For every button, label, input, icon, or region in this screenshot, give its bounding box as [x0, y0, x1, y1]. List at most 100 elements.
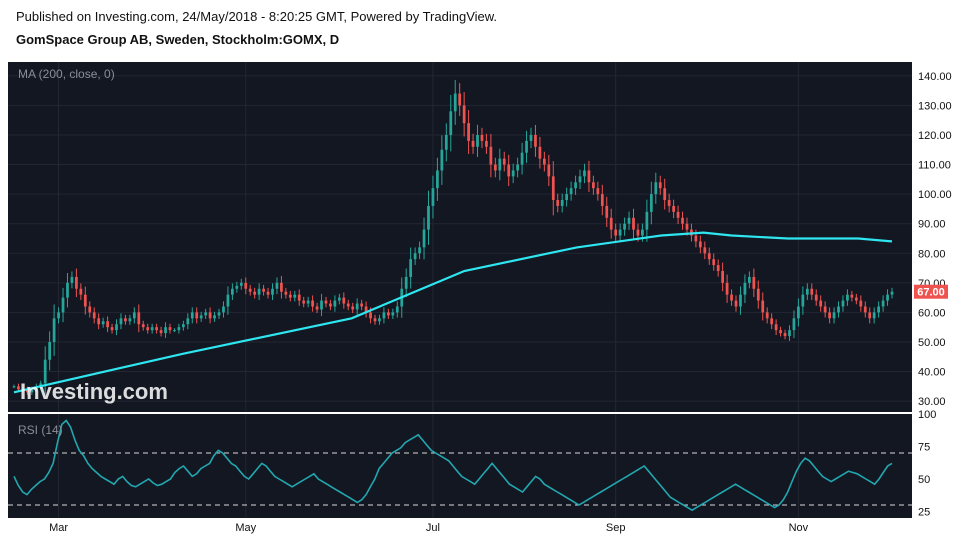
candle-body — [658, 182, 662, 189]
candle-body — [458, 93, 462, 106]
candle-body — [110, 327, 114, 331]
candle-body — [663, 188, 667, 201]
candle-body — [641, 229, 644, 236]
rsi-tick-label: 25 — [918, 507, 930, 519]
candle-body — [792, 318, 796, 331]
candle-body — [453, 93, 457, 112]
candle-body — [672, 205, 675, 212]
candle-body — [382, 312, 386, 319]
candle-body — [574, 182, 577, 189]
candle-body — [391, 312, 395, 316]
candle-body — [311, 300, 314, 307]
candle-body — [587, 170, 591, 183]
candle-body — [707, 253, 711, 260]
candle-body — [547, 164, 551, 177]
candle-body — [231, 288, 234, 295]
candle-body — [306, 300, 310, 304]
candle-body — [262, 288, 265, 292]
candle-body — [132, 312, 136, 319]
candle-body — [600, 194, 604, 206]
price-tick-label: 100.00 — [918, 189, 952, 201]
price-tick-label: 50.00 — [918, 337, 946, 349]
candle-body — [694, 235, 698, 242]
candle-body — [471, 140, 475, 147]
candle-body — [534, 134, 537, 147]
candle-body — [712, 259, 716, 266]
candle-body — [413, 253, 417, 260]
last-price-badge: 67.00 — [914, 284, 948, 299]
candle-body — [373, 318, 377, 322]
candle-body — [596, 188, 600, 195]
candle-body — [355, 303, 359, 310]
candle-body — [79, 288, 83, 295]
candle-body — [886, 294, 889, 301]
candle-body — [770, 318, 774, 325]
candle-body — [351, 306, 355, 310]
candle-body — [115, 324, 118, 331]
rsi-tick-label: 50 — [918, 474, 930, 486]
price-tick-label: 110.00 — [918, 160, 951, 172]
candle-body — [850, 294, 854, 298]
candle-body — [387, 312, 390, 316]
candle-body — [39, 383, 43, 387]
candle-body — [395, 306, 399, 313]
candle-body — [275, 282, 279, 289]
price-tick-label: 80.00 — [918, 248, 946, 260]
candle-body — [636, 229, 640, 236]
candle-body — [649, 194, 653, 212]
candle-body — [101, 321, 105, 325]
candle-body — [128, 318, 132, 322]
candle-body — [502, 158, 506, 165]
candle-body — [235, 285, 239, 289]
candle-body — [654, 182, 658, 195]
candle-body — [30, 389, 34, 393]
candle-body — [667, 200, 671, 206]
candle-body — [418, 247, 421, 254]
candle-body — [12, 386, 16, 388]
candle-body — [583, 170, 586, 177]
candle-body — [476, 134, 479, 147]
candle-body — [756, 288, 760, 301]
candle-body — [614, 229, 618, 236]
candle-body — [516, 164, 519, 171]
candle-body — [427, 205, 430, 230]
candle-body — [578, 176, 582, 183]
candle-body — [124, 318, 127, 322]
candle-body — [137, 312, 141, 325]
investing-watermark: Investing.com — [20, 379, 168, 404]
candle-body — [440, 149, 444, 171]
rsi-panel[interactable] — [8, 414, 912, 518]
candle-body — [97, 318, 101, 325]
rsi-axis: 25 50 75 100 — [918, 409, 936, 519]
candle-body — [551, 176, 555, 201]
candle-body — [565, 194, 569, 201]
candle-body — [320, 300, 323, 310]
candle-body — [560, 200, 564, 206]
price-tick-label: 120.00 — [918, 130, 952, 142]
candle-body — [449, 111, 453, 135]
candle-body — [797, 306, 800, 319]
candle-body — [284, 291, 288, 295]
candle-body — [199, 315, 203, 319]
published-info: Published on Investing.com, 24/May/2018 … — [16, 9, 498, 24]
candle-body — [739, 294, 742, 307]
candle-body — [92, 312, 96, 319]
candle-body — [485, 140, 488, 147]
candle-body — [177, 327, 181, 331]
candle-body — [297, 294, 301, 301]
candle-body — [837, 306, 840, 313]
candle-body — [83, 294, 87, 307]
candle-body — [832, 312, 836, 319]
candle-body — [480, 134, 484, 141]
candle-body — [329, 303, 332, 307]
candle-body — [783, 333, 787, 337]
candle-body — [529, 134, 533, 141]
candle-body — [141, 324, 145, 328]
candle-body — [342, 297, 346, 304]
candle-body — [119, 318, 123, 325]
candle-body — [846, 294, 849, 301]
candle-body — [190, 312, 194, 319]
rsi-tick-label: 75 — [918, 442, 930, 454]
candle-body — [877, 306, 881, 313]
